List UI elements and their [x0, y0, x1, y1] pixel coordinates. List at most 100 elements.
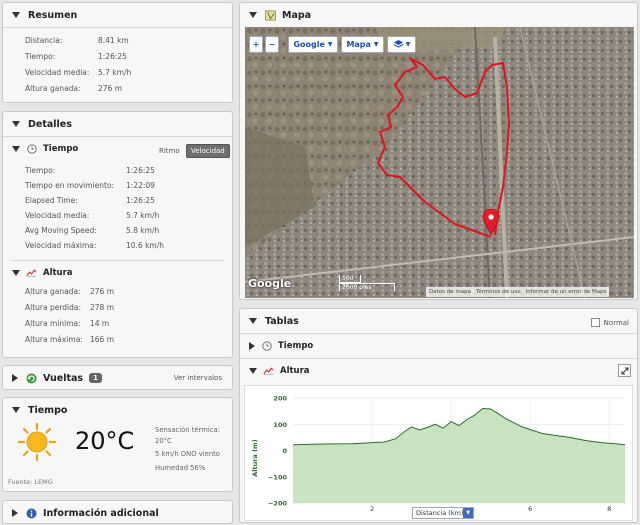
weather-header[interactable]: Tiempo	[3, 398, 232, 422]
y-tick-label: 100	[273, 421, 287, 429]
mapa-header[interactable]: Mapa	[240, 3, 637, 27]
map-report-link[interactable]: Informar de un error de Maps	[525, 289, 607, 295]
normal-checkbox[interactable]	[590, 318, 600, 327]
row-label: Velocidad media:	[25, 211, 90, 220]
map-pin-icon	[482, 208, 500, 236]
velocidad-toggle[interactable]: Velocidad	[186, 144, 230, 158]
tiempo-chart-subheader[interactable]: Tiempo	[249, 340, 313, 351]
x-axis-label: Distancia (km)	[416, 509, 464, 517]
divider	[3, 136, 232, 137]
row-value: 1:26:25	[126, 166, 155, 175]
divider	[240, 358, 637, 359]
divider	[240, 333, 637, 334]
chevron-down-icon: ▼	[327, 41, 333, 48]
sun-icon	[17, 422, 57, 464]
chevron-down-icon: ▼	[463, 508, 473, 518]
collapse-triangle-icon	[12, 12, 20, 18]
collapse-triangle-icon	[249, 318, 257, 324]
altura-chart-subheader[interactable]: Altura	[249, 365, 310, 376]
normal-checkbox-label: Normal	[603, 318, 629, 327]
detalles-title: Detalles	[28, 118, 72, 130]
ritmo-toggle[interactable]: Ritmo	[159, 147, 180, 155]
row-label: Altura ganada:	[25, 287, 81, 296]
divider	[3, 27, 232, 28]
y-tick-label: 0	[282, 447, 287, 455]
collapse-triangle-icon	[12, 407, 20, 413]
row-label: Distancia:	[25, 36, 63, 45]
tablas-header[interactable]: Tablas	[240, 309, 637, 333]
y-tick-label: −200	[268, 500, 287, 508]
tiempo-subheader[interactable]: Tiempo	[12, 143, 78, 154]
scale-label-imperial: 2000 pies	[342, 284, 372, 291]
ver-intervalos-link[interactable]: Ver intervalos	[173, 374, 222, 382]
google-logo: Google	[248, 277, 292, 290]
x-tick-label: 8	[607, 505, 611, 513]
satellite-map-image	[245, 27, 634, 298]
row-value: 278 m	[90, 303, 115, 312]
altura-subheader[interactable]: Altura	[12, 267, 73, 278]
map-attribution: Datos de mapa Términos de uso Informar d…	[426, 287, 610, 297]
weather-detail-line: 5 km/h ONO viento	[155, 450, 220, 458]
map-data-link[interactable]: Datos de mapa	[429, 289, 471, 295]
map-type-label: Mapa	[346, 40, 371, 49]
detalles-header[interactable]: Detalles	[3, 112, 232, 136]
weather-details: Sensación térmica: 20°C 5 km/h ONO vient…	[155, 425, 220, 473]
info-header[interactable]: Información adicional	[3, 501, 232, 525]
zoom-out-button[interactable]: −	[265, 36, 279, 53]
map-scale: 500 m 2000 pies	[339, 275, 397, 295]
row-value: 14 m	[90, 319, 110, 328]
row-value: 1:26:25	[98, 52, 127, 61]
weather-panel: Tiempo 20°C Sensación térmica: 20°C 5 km…	[2, 397, 233, 492]
info-panel: Información adicional	[2, 500, 233, 524]
weather-source: Fuente: LEMG	[8, 478, 53, 486]
expand-chart-button[interactable]	[618, 364, 631, 377]
expand-triangle-icon	[12, 509, 18, 517]
collapse-triangle-icon	[12, 145, 20, 152]
vueltas-header[interactable]: Vueltas 1	[3, 366, 232, 390]
row-label: Tiempo:	[25, 166, 56, 175]
elevation-area	[293, 408, 625, 503]
normal-checkbox-group[interactable]: Normal	[590, 318, 629, 327]
row-label: Altura ganada:	[25, 84, 81, 93]
row-label: Altura máxima:	[25, 335, 83, 344]
weather-title: Tiempo	[28, 404, 68, 416]
resumen-title: Resumen	[28, 9, 78, 21]
map-type-dropdown[interactable]: Mapa ▼	[341, 36, 384, 53]
collapse-triangle-icon	[12, 121, 20, 127]
chevron-down-icon: ▼	[373, 41, 379, 48]
scale-bar-imperial: 2000 pies	[339, 283, 395, 291]
row-value: 5.7 km/h	[126, 211, 160, 220]
map-terms-link[interactable]: Términos de uso	[475, 289, 521, 295]
weather-detail-line: 20°C	[155, 436, 172, 445]
row-value: 5.8 km/h	[126, 226, 160, 235]
vueltas-title: Vueltas	[43, 372, 84, 384]
expand-arrows-icon	[621, 367, 628, 374]
detalles-panel: Detalles Tiempo Ritmo Velocidad Tiempo: 1…	[2, 111, 233, 358]
weather-detail-line: Sensación térmica:	[155, 426, 220, 434]
info-title: Información adicional	[43, 507, 159, 519]
map-icon	[265, 10, 276, 21]
x-axis-dropdown[interactable]: Distancia (km) ▼	[412, 507, 474, 519]
route-track	[377, 58, 510, 238]
row-value: 10.6 km/h	[126, 241, 165, 250]
map-view[interactable]	[245, 27, 634, 298]
map-provider-dropdown[interactable]: Google ▼	[288, 36, 338, 53]
y-axis-label: Altura (m)	[251, 439, 259, 477]
collapse-triangle-icon	[249, 367, 257, 374]
tiempo-title: Tiempo	[43, 143, 79, 154]
info-icon	[26, 508, 37, 519]
expand-triangle-icon	[249, 341, 255, 350]
expand-triangle-icon	[12, 374, 18, 382]
map-layers-button[interactable]: ▼	[387, 36, 416, 53]
x-tick-label: 2	[370, 505, 374, 513]
resumen-header[interactable]: Resumen	[3, 3, 232, 27]
map-provider-label: Google	[293, 40, 325, 49]
layers-icon	[393, 39, 404, 51]
row-value: 1:22:09	[126, 181, 155, 190]
row-label: Velocidad media:	[25, 68, 90, 77]
zoom-in-button[interactable]: +	[249, 36, 263, 53]
divider	[11, 260, 224, 261]
collapse-triangle-icon	[12, 269, 20, 276]
chevron-down-icon: ▼	[405, 41, 411, 48]
